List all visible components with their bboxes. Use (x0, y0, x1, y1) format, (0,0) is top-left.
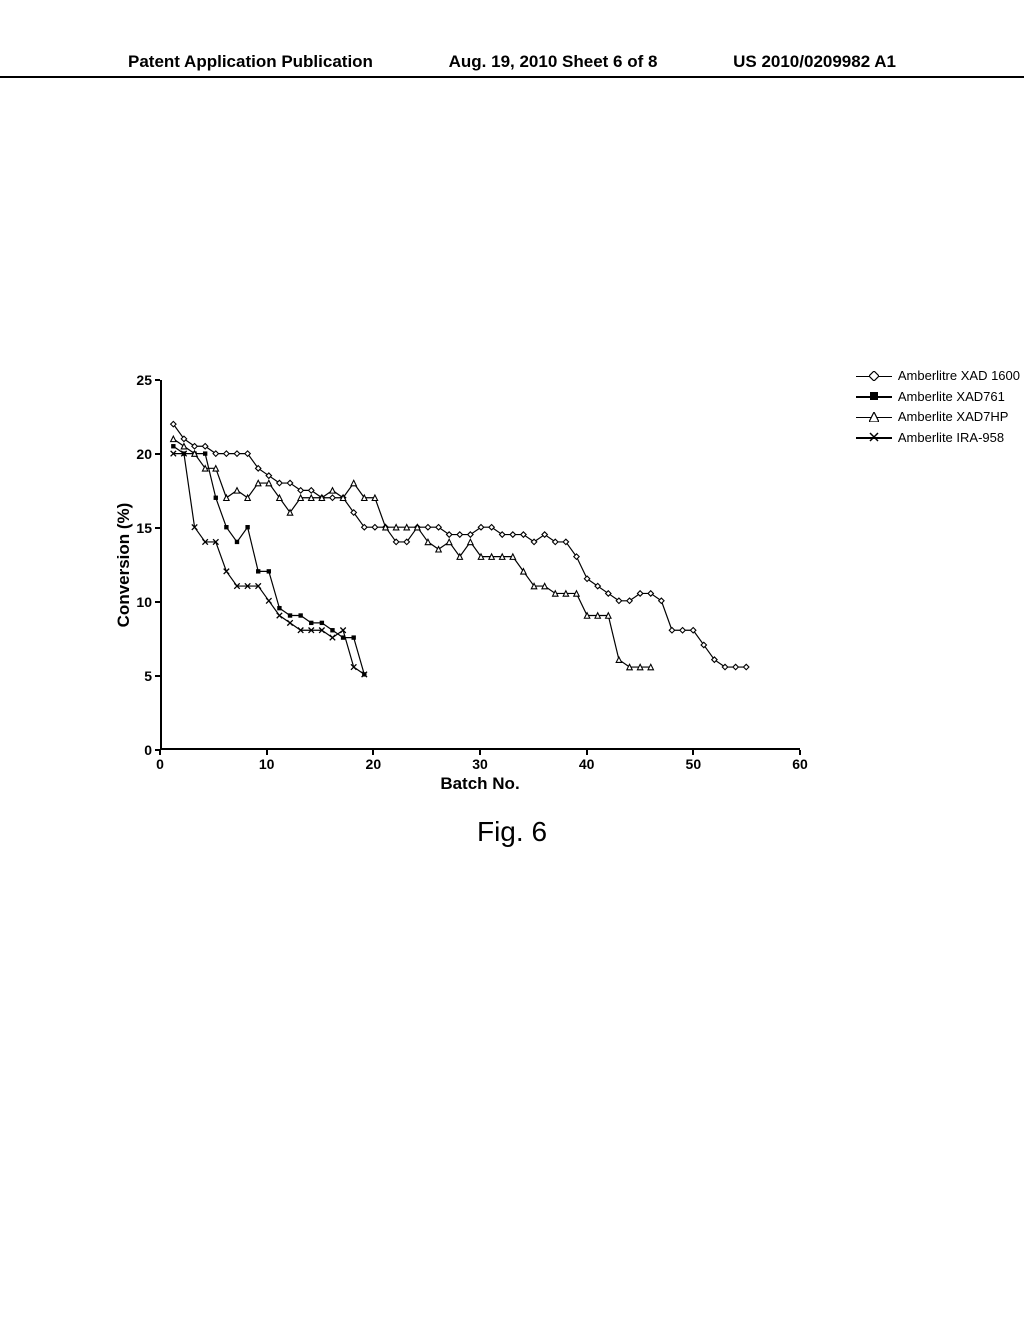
x-tick-label: 30 (472, 756, 488, 772)
page-header: Patent Application Publication Aug. 19, … (0, 52, 1024, 78)
figure-caption: Fig. 6 (477, 816, 547, 848)
y-tick-label: 20 (124, 446, 152, 462)
triangle-open-icon (856, 412, 892, 422)
legend-label: Amberlite XAD7HP (898, 407, 1009, 427)
header-right: US 2010/0209982 A1 (733, 52, 896, 72)
plot-svg (162, 380, 800, 748)
legend-item-xad7hp: Amberlite XAD7HP (856, 407, 1020, 427)
y-tick-label: 25 (124, 372, 152, 388)
x-tick-label: 0 (156, 756, 164, 772)
x-axis-label: Batch No. (440, 774, 519, 794)
legend-item-ira958: Amberlite IRA-958 (856, 428, 1020, 448)
y-tick-label: 5 (124, 668, 152, 684)
y-tick-label: 10 (124, 594, 152, 610)
x-tick-label: 50 (686, 756, 702, 772)
legend-label: Amberlitre XAD 1600 (898, 366, 1020, 386)
chart-legend: Amberlitre XAD 1600 Amberlite XAD761 Amb… (856, 366, 1020, 448)
legend-label: Amberlite XAD761 (898, 387, 1005, 407)
y-tick-label: 15 (124, 520, 152, 536)
header-center: Aug. 19, 2010 Sheet 6 of 8 (449, 52, 658, 72)
legend-item-xad1600: Amberlitre XAD 1600 (856, 366, 1020, 386)
x-tick-label: 10 (259, 756, 275, 772)
square-solid-icon (856, 391, 892, 401)
x-tick-label: 20 (366, 756, 382, 772)
diamond-open-icon (856, 371, 892, 381)
header-left: Patent Application Publication (128, 52, 373, 72)
conversion-chart: Conversion (%) Batch No. Amberlitre XAD … (160, 380, 800, 750)
y-tick-label: 0 (124, 742, 152, 758)
x-tick-label: 60 (792, 756, 808, 772)
x-tick-label: 40 (579, 756, 595, 772)
plot-area (160, 380, 800, 750)
legend-label: Amberlite IRA-958 (898, 428, 1004, 448)
legend-item-xad761: Amberlite XAD761 (856, 387, 1020, 407)
x-marker-icon (856, 432, 892, 442)
